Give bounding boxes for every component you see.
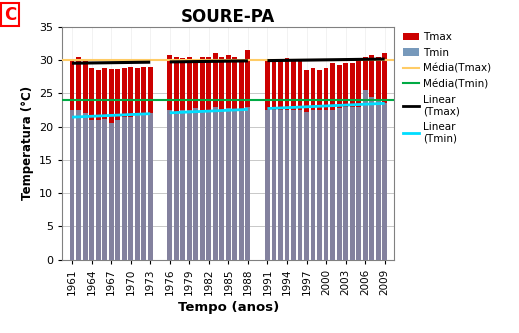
- Bar: [187, 57, 192, 260]
- Bar: [122, 68, 127, 260]
- Bar: [167, 55, 172, 260]
- Bar: [213, 53, 218, 260]
- Bar: [363, 90, 367, 260]
- Bar: [180, 58, 185, 260]
- X-axis label: Tempo (anos): Tempo (anos): [177, 301, 279, 314]
- Bar: [343, 107, 348, 260]
- Bar: [207, 110, 211, 260]
- Bar: [291, 60, 296, 260]
- Bar: [187, 110, 192, 260]
- Bar: [148, 113, 153, 260]
- Bar: [304, 112, 309, 260]
- Bar: [356, 60, 361, 260]
- Bar: [350, 63, 354, 260]
- Bar: [70, 59, 75, 260]
- Bar: [108, 123, 114, 260]
- Bar: [330, 63, 335, 260]
- Bar: [122, 117, 127, 260]
- Bar: [369, 97, 374, 260]
- Text: C: C: [4, 6, 16, 24]
- Bar: [278, 60, 283, 260]
- Bar: [233, 57, 237, 260]
- Bar: [233, 110, 237, 260]
- Bar: [194, 59, 198, 260]
- Bar: [265, 110, 270, 260]
- Bar: [363, 57, 367, 260]
- Bar: [382, 103, 387, 260]
- Bar: [128, 67, 133, 260]
- Bar: [343, 63, 348, 260]
- Bar: [304, 70, 309, 260]
- Bar: [310, 68, 316, 260]
- Bar: [239, 59, 244, 260]
- Bar: [180, 110, 185, 260]
- Bar: [330, 110, 335, 260]
- Bar: [102, 68, 107, 260]
- Bar: [310, 110, 316, 260]
- Bar: [83, 113, 88, 260]
- Bar: [291, 110, 296, 260]
- Bar: [70, 110, 75, 260]
- Bar: [83, 60, 88, 260]
- Bar: [317, 70, 322, 260]
- Y-axis label: Temperatura (°C): Temperatura (°C): [21, 86, 34, 200]
- Bar: [115, 69, 120, 260]
- Bar: [239, 110, 244, 260]
- Bar: [271, 110, 277, 260]
- Bar: [135, 68, 140, 260]
- Bar: [369, 55, 374, 260]
- Bar: [376, 100, 380, 260]
- Bar: [194, 108, 198, 260]
- Bar: [226, 55, 231, 260]
- Bar: [167, 110, 172, 260]
- Bar: [115, 120, 120, 260]
- Bar: [174, 57, 179, 260]
- Bar: [135, 115, 140, 260]
- Bar: [284, 58, 290, 260]
- Bar: [337, 65, 342, 260]
- Bar: [324, 68, 329, 260]
- Bar: [317, 110, 322, 260]
- Bar: [284, 110, 290, 260]
- Bar: [76, 57, 81, 260]
- Bar: [271, 60, 277, 260]
- Bar: [278, 110, 283, 260]
- Bar: [141, 113, 146, 260]
- Bar: [350, 107, 354, 260]
- Bar: [89, 120, 94, 260]
- Bar: [95, 120, 101, 260]
- Legend: Tmax, Tmin, Média(Tmax), Média(Tmin), Linear
(Tmax), Linear
(Tmin): Tmax, Tmin, Média(Tmax), Média(Tmin), Li…: [403, 32, 491, 144]
- Bar: [324, 110, 329, 260]
- Bar: [245, 50, 250, 260]
- Bar: [376, 57, 380, 260]
- Bar: [265, 59, 270, 260]
- Bar: [245, 107, 250, 260]
- Bar: [148, 67, 153, 260]
- Bar: [297, 110, 303, 260]
- Bar: [89, 68, 94, 260]
- Bar: [297, 60, 303, 260]
- Bar: [200, 57, 205, 260]
- Bar: [356, 107, 361, 260]
- Bar: [337, 108, 342, 260]
- Bar: [220, 110, 224, 260]
- Bar: [207, 57, 211, 260]
- Bar: [95, 70, 101, 260]
- Bar: [102, 119, 107, 260]
- Bar: [226, 108, 231, 260]
- Bar: [213, 107, 218, 260]
- Bar: [174, 113, 179, 260]
- Bar: [220, 57, 224, 260]
- Title: SOURE-PA: SOURE-PA: [181, 8, 276, 26]
- Bar: [128, 117, 133, 260]
- Bar: [382, 53, 387, 260]
- Bar: [200, 110, 205, 260]
- Bar: [108, 69, 114, 260]
- Bar: [76, 110, 81, 260]
- Bar: [141, 67, 146, 260]
